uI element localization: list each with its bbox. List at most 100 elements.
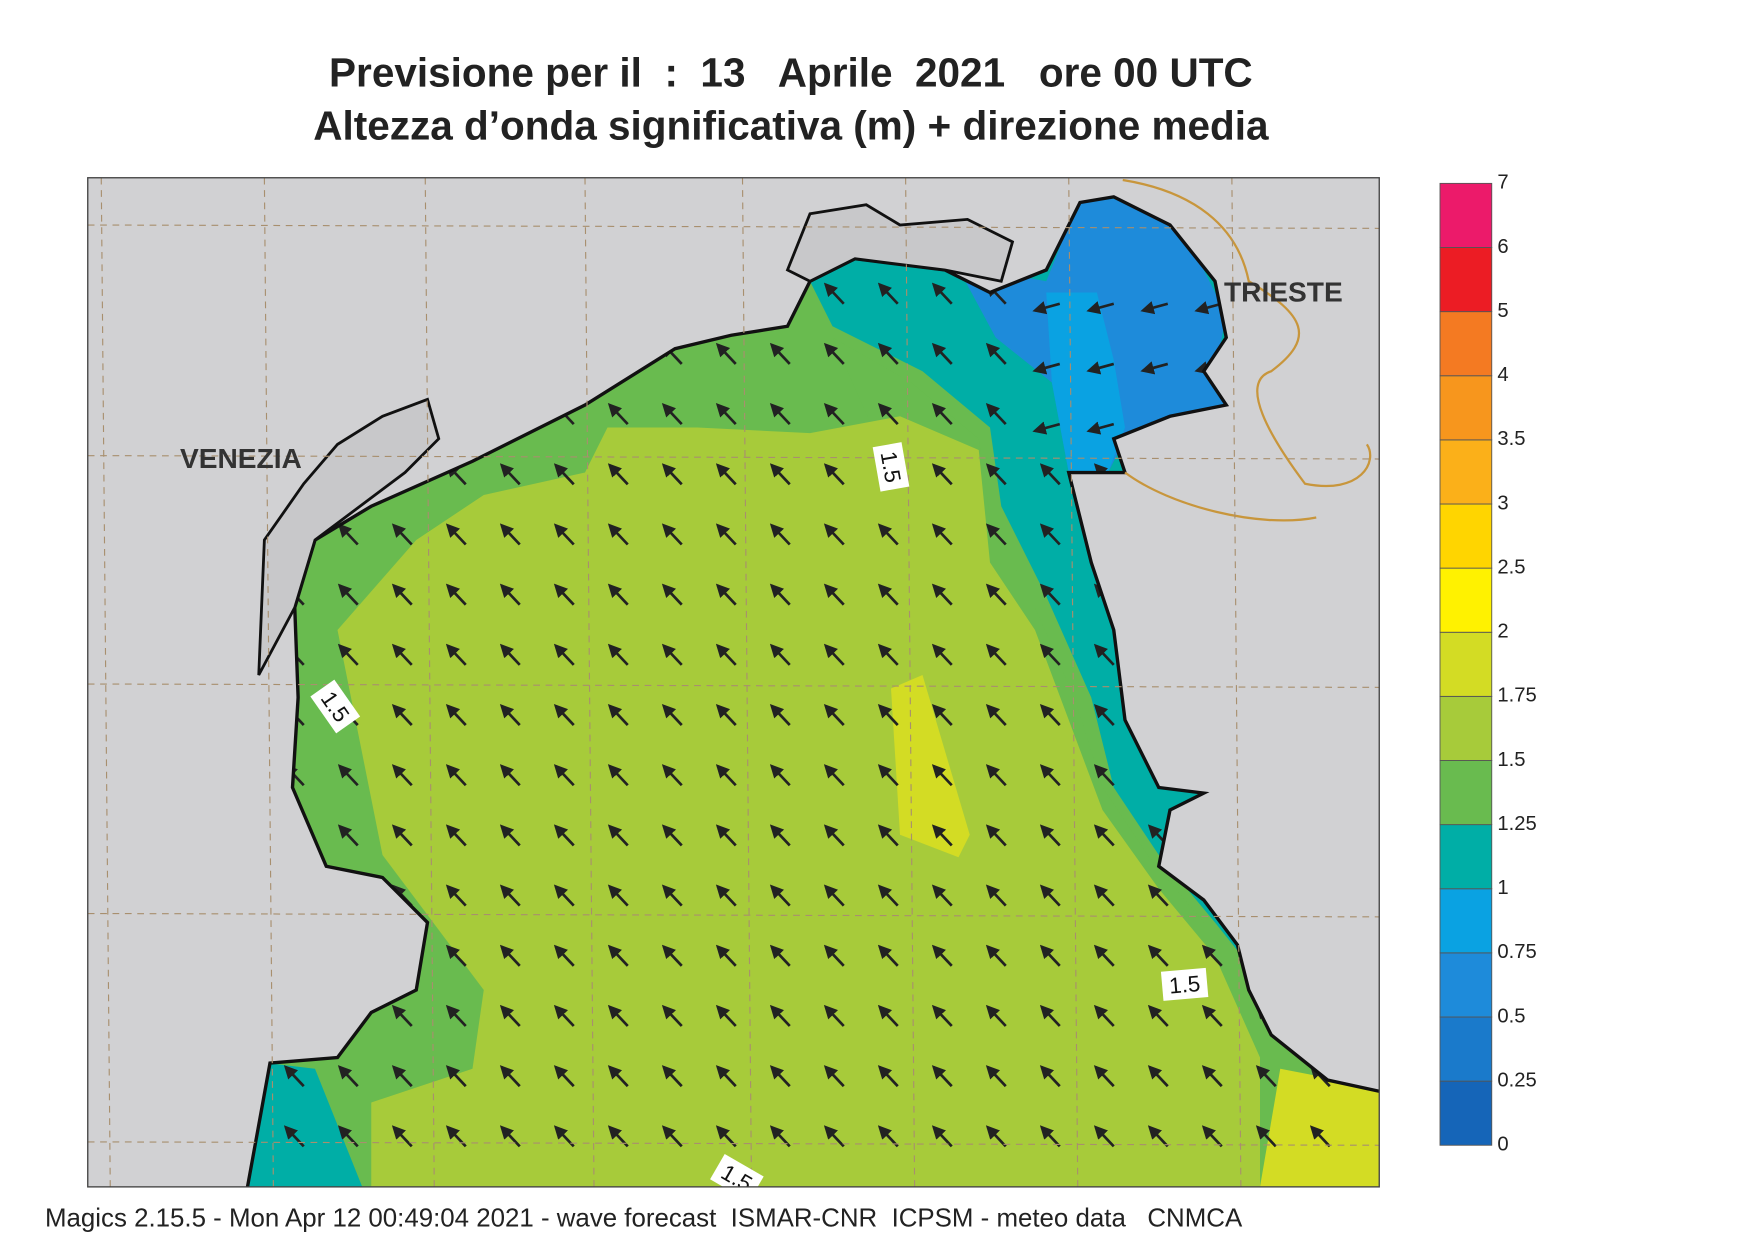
arrow [985, 703, 1007, 726]
graticule-line [87, 224, 1380, 229]
colorbar-label: 2.5 [1497, 556, 1525, 578]
map: VENEZIA TRIESTE 1.5 1.5 1.5 1.5 [87, 177, 1380, 1187]
band-175 [891, 675, 970, 858]
colorbar-box [1439, 182, 1493, 248]
arrow [715, 643, 737, 666]
arrow [499, 463, 521, 486]
arrow [661, 463, 683, 486]
colorbar-box [1439, 952, 1493, 1018]
arrow [553, 583, 575, 606]
arrow [1032, 301, 1061, 315]
arrow [985, 884, 1007, 907]
arrow [823, 1125, 845, 1148]
arrow [931, 824, 953, 847]
arrow [823, 764, 845, 787]
arrow [391, 1065, 413, 1088]
arrow [715, 1065, 737, 1088]
arrow [769, 342, 791, 365]
band-150 [337, 416, 1260, 1187]
arrow [661, 884, 683, 907]
arrow [715, 583, 737, 606]
coastline [245, 195, 1380, 1187]
arrow [715, 342, 737, 365]
arrow [769, 583, 791, 606]
arrow [391, 1125, 413, 1148]
arrow [985, 463, 1007, 486]
colorbar-label: 1.25 [1497, 813, 1536, 835]
arrow [769, 523, 791, 546]
arrow [985, 403, 1007, 426]
arrow [445, 764, 467, 787]
arrow [985, 824, 1007, 847]
arrow [553, 824, 575, 847]
contour-label-text: 1.5 [876, 449, 906, 484]
arrow [337, 643, 359, 666]
colorbar-label: 1 [1497, 877, 1508, 899]
arrow [931, 1004, 953, 1027]
arrow [985, 523, 1007, 546]
arrow [499, 764, 521, 787]
arrow [931, 944, 953, 967]
arrow [931, 884, 953, 907]
colorbar-box [1439, 311, 1493, 377]
graticule [87, 177, 1380, 1187]
arrow [445, 824, 467, 847]
footer: Magics 2.15.5 - Mon Apr 12 00:49:04 2021… [45, 1204, 1243, 1232]
arrow [1093, 764, 1115, 787]
arrow [661, 944, 683, 967]
arrow [553, 703, 575, 726]
arrow [661, 643, 683, 666]
arrow [715, 523, 737, 546]
arrow [769, 884, 791, 907]
arrow [661, 523, 683, 546]
arrow [391, 523, 413, 546]
colorbar-box [1439, 439, 1493, 505]
arrow [715, 1004, 737, 1027]
colorbar-box [1439, 375, 1493, 441]
arrow [445, 703, 467, 726]
arrow [1093, 1004, 1115, 1027]
arrow [985, 643, 1007, 666]
colorbar-box [1439, 760, 1493, 826]
arrow [1201, 1065, 1223, 1088]
arrow [931, 342, 953, 365]
colorbar-label: 5 [1497, 300, 1508, 322]
arrow [823, 583, 845, 606]
arrow [1086, 361, 1115, 375]
colorbar-box [1439, 247, 1493, 313]
colorbar-box [1439, 567, 1493, 633]
arrow [607, 583, 629, 606]
colorbar: 0 0.25 0.5 0.75 1 1.25 1.5 1.75 2 2.5 3 3.5 4 5 6 7 [1439, 172, 1537, 1156]
arrow [445, 1065, 467, 1088]
arrow [283, 1125, 305, 1148]
arrow [877, 342, 899, 365]
arrow [337, 764, 359, 787]
arrow [877, 643, 899, 666]
arrow [1086, 301, 1115, 315]
arrow [715, 764, 737, 787]
arrow [499, 1004, 521, 1027]
arrow [1201, 1004, 1223, 1027]
arrow [1093, 1125, 1115, 1148]
arrow [1032, 421, 1061, 435]
colorbar-box [1439, 631, 1493, 697]
land-lagoon [785, 203, 1015, 283]
arrow [1086, 421, 1115, 435]
arrow [661, 583, 683, 606]
arrow [877, 403, 899, 426]
arrow [499, 1065, 521, 1088]
arrow [823, 403, 845, 426]
arrow [877, 944, 899, 967]
arrow [1093, 643, 1115, 666]
arrow [1039, 1125, 1061, 1148]
arrow [607, 824, 629, 847]
arrow [985, 342, 1007, 365]
arrow [391, 583, 413, 606]
arrow [823, 1004, 845, 1027]
land-venice [257, 397, 441, 676]
arrow [1039, 703, 1061, 726]
contour-label: 1.5 [872, 442, 910, 492]
arrow [1093, 824, 1115, 847]
arrow [607, 523, 629, 546]
arrow [391, 764, 413, 787]
